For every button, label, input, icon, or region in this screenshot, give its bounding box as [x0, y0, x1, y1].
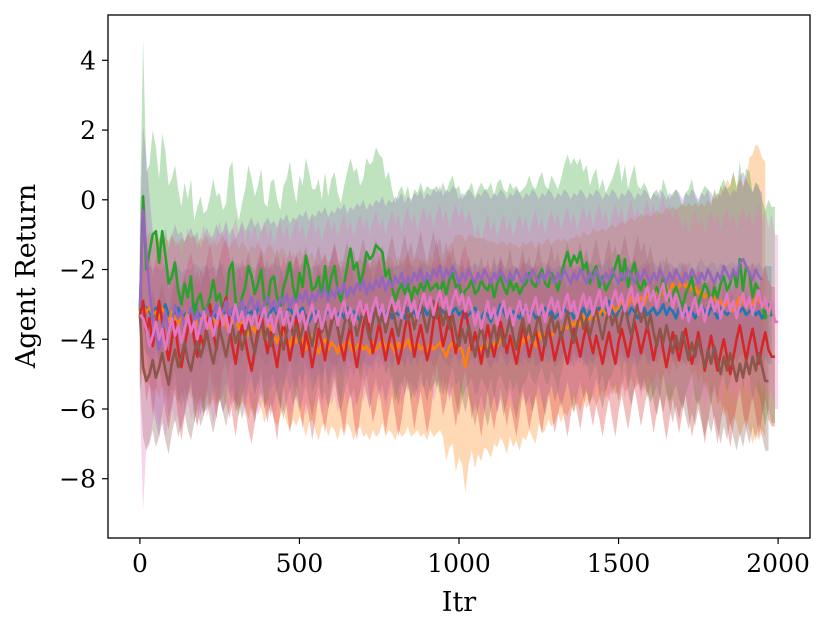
y-axis-label: Agent Return — [11, 184, 42, 369]
x-axis-ticks: 0 500 1000 1500 2000 — [132, 538, 810, 578]
y-tick-label: 2 — [80, 116, 96, 145]
mean-lines — [138, 195, 779, 386]
y-tick-label: −2 — [59, 256, 96, 285]
y-tick-label: −8 — [59, 465, 96, 494]
y-tick-label: 4 — [80, 46, 96, 75]
x-tick-label: 1000 — [427, 549, 491, 578]
y-tick-label: −4 — [59, 325, 96, 354]
series-4-line — [138, 209, 764, 351]
series-5-line — [138, 299, 769, 386]
x-axis-label: Itr — [442, 587, 477, 618]
series-2-line — [138, 195, 775, 320]
series-6-line — [138, 282, 779, 351]
series-4-band — [139, 126, 763, 437]
x-tick-label: 2000 — [746, 549, 810, 578]
y-tick-label: −6 — [59, 395, 96, 424]
x-tick-label: 1500 — [587, 549, 651, 578]
x-tick-label: 0 — [132, 549, 148, 578]
y-axis-ticks: 4 2 0 −2 −4 −6 −8 — [59, 46, 108, 494]
y-tick-label: 0 — [80, 186, 96, 215]
series-0-line — [138, 299, 772, 327]
x-tick-label: 500 — [276, 549, 324, 578]
series-6-band — [139, 189, 779, 511]
